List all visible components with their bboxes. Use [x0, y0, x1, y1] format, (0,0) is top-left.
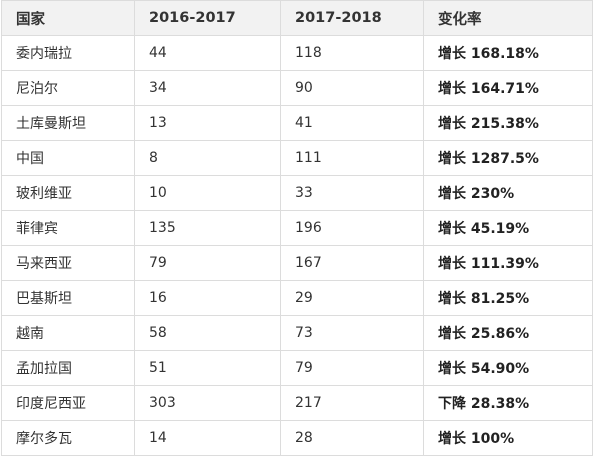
- country-cell: 中国: [1, 140, 135, 176]
- table-row: 摩尔多瓦 14 28 增长 100%: [1, 420, 593, 456]
- change-rate-cell: 增长 45.19%: [423, 210, 593, 246]
- value-2016-2017-cell: 10: [134, 175, 281, 211]
- country-cell: 尼泊尔: [1, 70, 135, 106]
- value-2017-2018-cell: 118: [280, 35, 424, 71]
- change-rate-cell: 增长 100%: [423, 420, 593, 456]
- value-2017-2018-cell: 33: [280, 175, 424, 211]
- value-2016-2017-cell: 303: [134, 385, 281, 421]
- change-rate-cell: 增长 54.90%: [423, 350, 593, 386]
- value-2017-2018-cell: 111: [280, 140, 424, 176]
- value-2017-2018-cell: 196: [280, 210, 424, 246]
- value-2017-2018-cell: 73: [280, 315, 424, 351]
- change-rate-cell: 增长 81.25%: [423, 280, 593, 316]
- value-2017-2018-cell: 217: [280, 385, 424, 421]
- change-rate-cell: 增长 168.18%: [423, 35, 593, 71]
- change-rate-cell: 增长 111.39%: [423, 245, 593, 281]
- value-2016-2017-cell: 79: [134, 245, 281, 281]
- table-row: 玻利维亚 10 33 增长 230%: [1, 175, 593, 211]
- table-row: 土库曼斯坦 13 41 增长 215.38%: [1, 105, 593, 141]
- country-cell: 马来西亚: [1, 245, 135, 281]
- value-2017-2018-cell: 28: [280, 420, 424, 456]
- country-cell: 委内瑞拉: [1, 35, 135, 71]
- table-row: 越南 58 73 增长 25.86%: [1, 315, 593, 351]
- value-2016-2017-cell: 8: [134, 140, 281, 176]
- table-header-row: 国家 2016-2017 2017-2018 变化率: [1, 0, 593, 36]
- table-row: 马来西亚 79 167 增长 111.39%: [1, 245, 593, 281]
- value-2016-2017-cell: 13: [134, 105, 281, 141]
- value-2016-2017-cell: 34: [134, 70, 281, 106]
- value-2017-2018-cell: 167: [280, 245, 424, 281]
- value-2017-2018-cell: 90: [280, 70, 424, 106]
- value-2016-2017-cell: 16: [134, 280, 281, 316]
- change-rate-cell: 下降 28.38%: [423, 385, 593, 421]
- value-2016-2017-cell: 58: [134, 315, 281, 351]
- country-cell: 玻利维亚: [1, 175, 135, 211]
- value-2016-2017-cell: 51: [134, 350, 281, 386]
- value-2017-2018-cell: 41: [280, 105, 424, 141]
- table-row: 中国 8 111 增长 1287.5%: [1, 140, 593, 176]
- change-rate-cell: 增长 25.86%: [423, 315, 593, 351]
- table-row: 印度尼西亚 303 217 下降 28.38%: [1, 385, 593, 421]
- value-2017-2018-cell: 29: [280, 280, 424, 316]
- table-row: 巴基斯坦 16 29 增长 81.25%: [1, 280, 593, 316]
- table-row: 委内瑞拉 44 118 增长 168.18%: [1, 35, 593, 71]
- country-cell: 印度尼西亚: [1, 385, 135, 421]
- value-2016-2017-cell: 14: [134, 420, 281, 456]
- change-rate-cell: 增长 164.71%: [423, 70, 593, 106]
- value-2016-2017-cell: 135: [134, 210, 281, 246]
- table-row: 菲律宾 135 196 增长 45.19%: [1, 210, 593, 246]
- header-2016-2017: 2016-2017: [134, 0, 281, 36]
- country-cell: 土库曼斯坦: [1, 105, 135, 141]
- change-rate-cell: 增长 215.38%: [423, 105, 593, 141]
- value-2017-2018-cell: 79: [280, 350, 424, 386]
- table-row: 孟加拉国 51 79 增长 54.90%: [1, 350, 593, 386]
- value-2016-2017-cell: 44: [134, 35, 281, 71]
- table-row: 尼泊尔 34 90 增长 164.71%: [1, 70, 593, 106]
- country-cell: 孟加拉国: [1, 350, 135, 386]
- country-cell: 巴基斯坦: [1, 280, 135, 316]
- change-rate-cell: 增长 230%: [423, 175, 593, 211]
- change-rate-cell: 增长 1287.5%: [423, 140, 593, 176]
- header-change-rate: 变化率: [423, 0, 593, 36]
- country-cell: 摩尔多瓦: [1, 420, 135, 456]
- header-country: 国家: [1, 0, 135, 36]
- country-cell: 越南: [1, 315, 135, 351]
- country-cell: 菲律宾: [1, 210, 135, 246]
- header-2017-2018: 2017-2018: [280, 0, 424, 36]
